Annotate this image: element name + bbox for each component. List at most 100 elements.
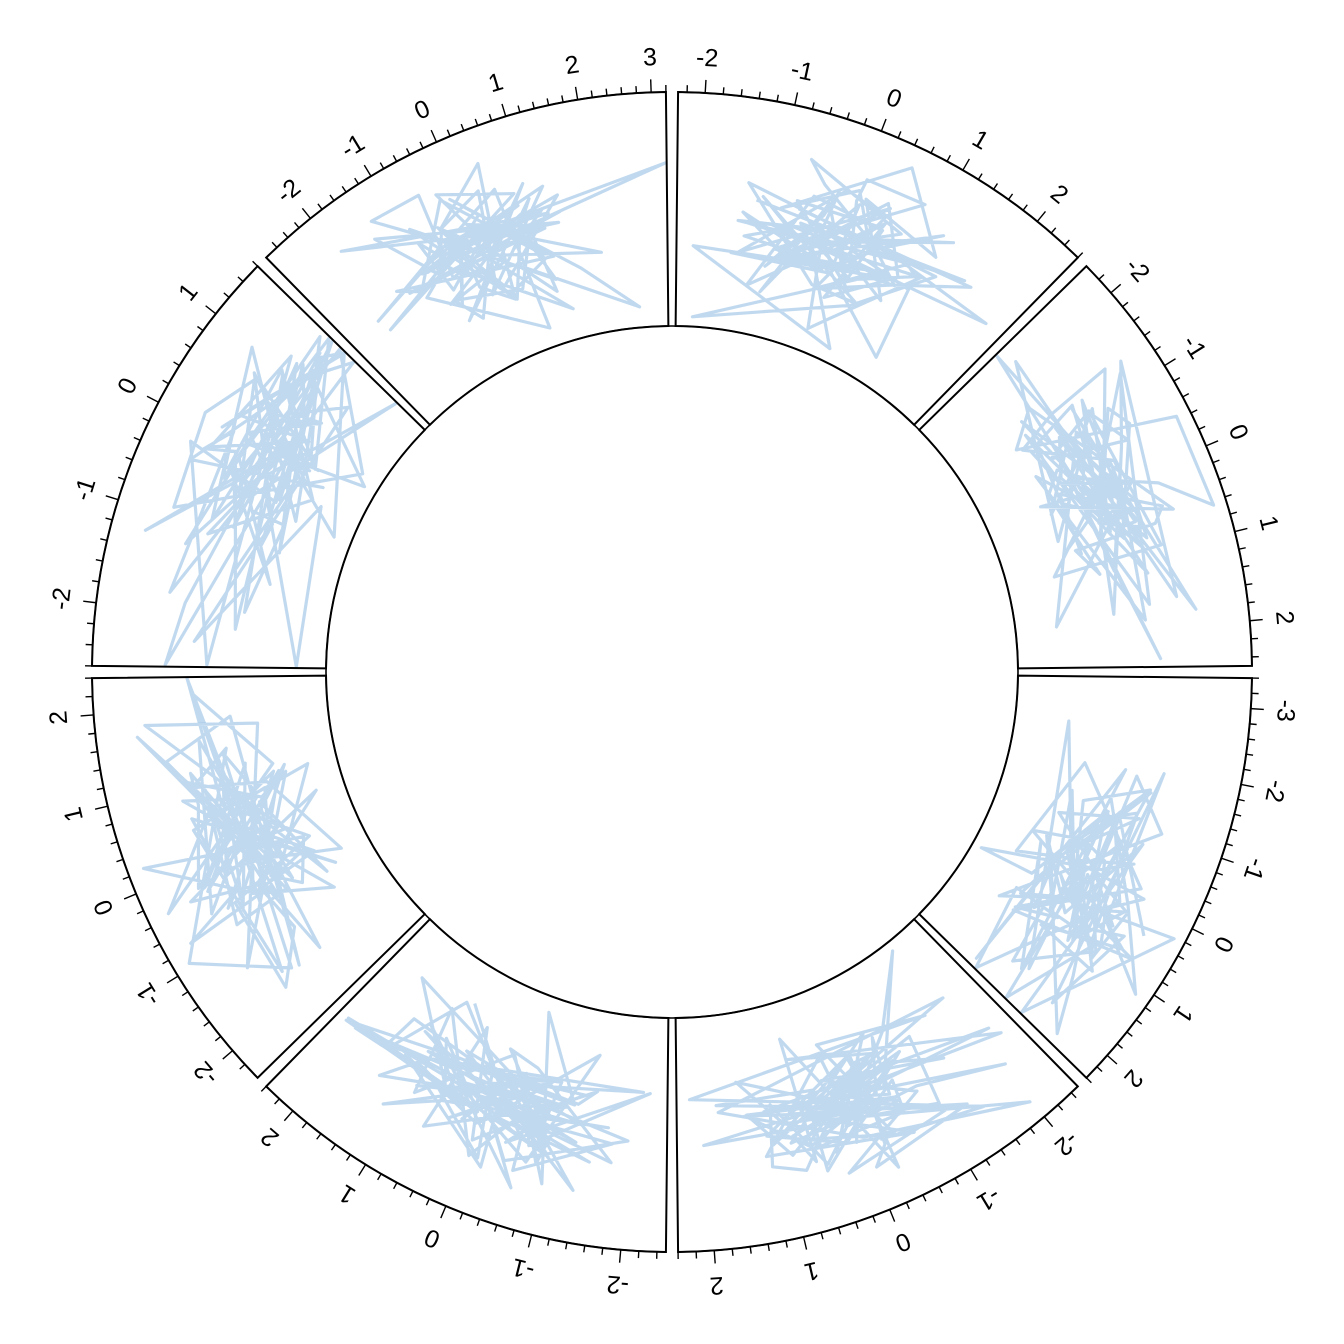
major-tick (1043, 1116, 1054, 1128)
minor-tick (1215, 871, 1224, 876)
major-tick (1250, 707, 1264, 711)
minor-tick (1161, 981, 1169, 987)
minor-tick (393, 1182, 398, 1190)
minor-tick (136, 910, 144, 915)
major-tick (574, 86, 579, 100)
minor-tick (197, 325, 204, 332)
major-tick (802, 1236, 808, 1250)
major-tick (1234, 527, 1248, 533)
minor-tick (144, 926, 152, 932)
tick-label: -1 (1176, 330, 1212, 364)
minor-tick (86, 622, 95, 625)
major-tick (618, 1249, 622, 1263)
tick-label: 0 (112, 373, 143, 398)
tick-label: 1 (802, 1256, 822, 1286)
major-tick (166, 975, 179, 984)
minor-tick (122, 876, 130, 880)
minor-tick (239, 1063, 246, 1070)
tick-label: 0 (1208, 932, 1239, 957)
minor-tick (1234, 813, 1242, 817)
minor-tick (494, 1224, 498, 1232)
major-tick (301, 207, 312, 219)
minor-tick (897, 131, 902, 139)
minor-tick (252, 260, 259, 267)
minor-tick (379, 162, 385, 170)
axis-arc-b (1085, 265, 1253, 666)
tick-label: -1 (68, 475, 101, 505)
minor-tick (1210, 886, 1218, 891)
minor-tick (354, 177, 360, 185)
tick-label: -2 (1049, 1126, 1084, 1162)
minor-tick (162, 959, 170, 965)
tick-label: -1 (509, 1252, 537, 1285)
tick-label: 0 (891, 1226, 914, 1257)
minor-tick (162, 379, 170, 385)
minor-tick (274, 1098, 280, 1105)
tick-label: 2 (44, 710, 73, 726)
tick-label: -1 (336, 129, 370, 164)
major-tick (970, 1168, 978, 1181)
tick-label: 1 (1167, 1001, 1198, 1028)
minor-tick (1242, 565, 1250, 568)
minor-tick (459, 1212, 464, 1220)
minor-tick (905, 1202, 910, 1210)
minor-tick (1007, 193, 1014, 200)
minor-tick (1015, 1138, 1021, 1146)
tick-label: -2 (188, 1056, 224, 1091)
minor-tick (1022, 204, 1028, 211)
minor-tick (301, 1122, 308, 1129)
major-tick (1221, 857, 1234, 864)
minor-tick (1144, 330, 1151, 337)
tick-label: 1 (967, 124, 993, 155)
major-tick (146, 395, 159, 403)
minor-tick (731, 1248, 734, 1256)
series-line-g (143, 335, 398, 669)
minor-tick (345, 1154, 351, 1161)
tick-label: 1 (173, 278, 204, 306)
major-tick (358, 1164, 367, 1176)
minor-tick (547, 1238, 550, 1246)
axis-arc-f (91, 678, 259, 1079)
major-tick (205, 305, 217, 315)
minor-tick (425, 1198, 430, 1206)
major-tick (501, 103, 507, 117)
minor-tick (749, 1246, 752, 1254)
minor-tick (317, 203, 323, 210)
minor-tick (1169, 968, 1177, 974)
minor-tick (914, 138, 919, 146)
tick-label: 2 (563, 50, 581, 80)
tick-label: 2 (709, 1271, 725, 1300)
minor-tick (1177, 955, 1185, 960)
sector-d: -2 -1 0 1 2 (674, 917, 1084, 1300)
major-tick (880, 118, 887, 132)
minor-tick (985, 1159, 991, 1166)
minor-tick (1098, 274, 1105, 280)
sector-layer: -2 -1012-2-1012-3-2-1012-2-1012-2-1012-2-… (44, 43, 1300, 1300)
minor-tick (316, 1133, 322, 1140)
minor-tick (392, 155, 398, 162)
minor-tick (419, 141, 424, 149)
minor-tick (173, 361, 180, 367)
minor-tick (329, 194, 335, 202)
minor-tick (1077, 252, 1084, 259)
major-tick (123, 893, 137, 900)
minor-tick (758, 91, 761, 99)
tick-label: 0 (88, 896, 119, 920)
tick-label: -2 (1120, 252, 1156, 287)
minor-tick (565, 1242, 568, 1250)
tick-label: -2 (271, 173, 306, 209)
minor-tick (1057, 1104, 1064, 1111)
minor-tick (977, 173, 983, 180)
major-tick (363, 164, 372, 177)
tick-label: -1 (972, 1181, 1005, 1216)
minor-tick (1248, 738, 1256, 741)
minor-tick (620, 87, 623, 95)
tick-label: -2 (695, 43, 719, 72)
tick-label: -2 (1259, 778, 1291, 805)
tick-label: 1 (334, 1179, 361, 1210)
minor-tick (460, 123, 465, 131)
minor-tick (1133, 316, 1140, 322)
minor-tick (1212, 459, 1220, 464)
major-tick (1191, 928, 1205, 936)
minor-tick (837, 1227, 842, 1235)
